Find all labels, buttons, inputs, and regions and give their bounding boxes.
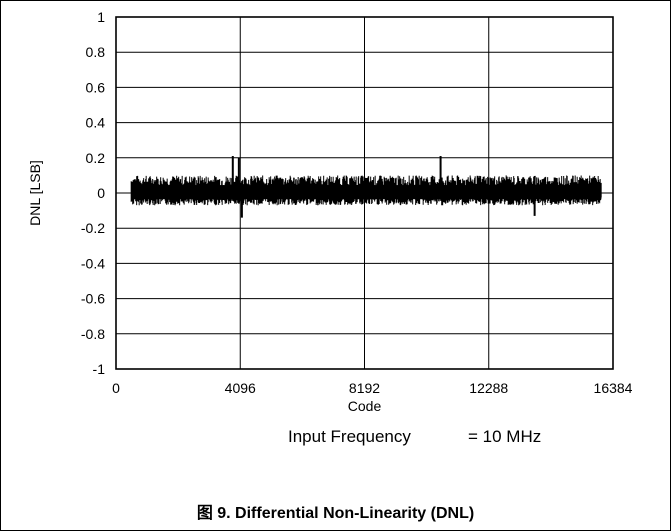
dnl-series — [130, 156, 602, 218]
dnl-band-core — [131, 185, 602, 200]
y-tick-label: 0 — [97, 185, 105, 201]
y-tick-labels: 1 0.8 0.6 0.4 0.2 0 -0.2 -0.4 -0.6 -0.8 -1 — [81, 9, 105, 377]
y-tick-label: 0.4 — [86, 115, 106, 131]
y-tick-label: -0.2 — [81, 220, 105, 236]
y-tick-label: 0.2 — [86, 150, 106, 166]
y-tick-label: -0.4 — [81, 255, 105, 271]
input-frequency-value: = 10 MHz — [468, 427, 542, 446]
x-tick-label: 16384 — [594, 380, 633, 396]
x-axis-title: Code — [348, 398, 382, 414]
y-tick-label: -0.6 — [81, 291, 105, 307]
input-frequency-label: Input Frequency — [288, 427, 411, 446]
x-tick-label: 4096 — [225, 380, 256, 396]
figure-caption: 图 9. Differential Non-Linearity (DNL) — [196, 505, 475, 522]
x-tick-label: 0 — [112, 380, 120, 396]
y-axis-title: DNL [LSB] — [27, 160, 43, 226]
plot-area-border — [115, 16, 614, 370]
y-tick-label: 0.6 — [86, 79, 106, 95]
y-tick-label: 0.8 — [86, 44, 106, 60]
y-tick-label: -0.8 — [81, 326, 105, 342]
x-tick-labels: 0 4096 8192 12288 16384 — [112, 380, 633, 396]
y-tick-label: 1 — [97, 9, 105, 25]
y-tick-label: -1 — [93, 361, 106, 377]
x-tick-label: 8192 — [349, 380, 380, 396]
x-tick-label: 12288 — [469, 380, 508, 396]
